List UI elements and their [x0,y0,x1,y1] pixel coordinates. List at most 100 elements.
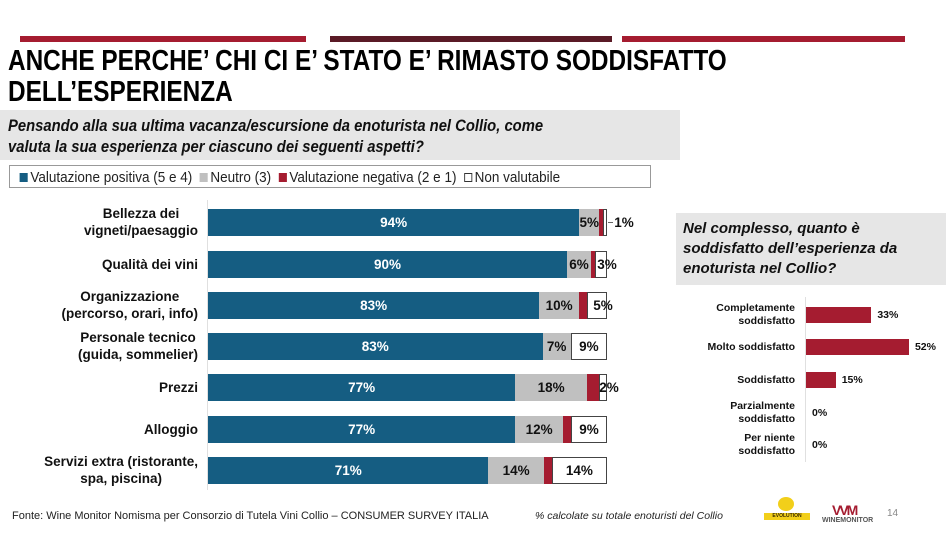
satisfaction-value: 52% [914,341,936,353]
category-label-line: Per niente [744,432,795,444]
question-line-2: valuta la sua esperienza per ciascuno de… [8,137,424,156]
row-label-line: (guida, sommelier) [77,347,198,362]
bar-segment-neutral [542,332,571,360]
data-label-positive: 94% [380,214,408,230]
category-label-line: soddisfatto [738,413,795,425]
legend-swatch-not-rated [463,173,472,182]
data-label-neutral: 10% [545,297,573,313]
bar-segment-not-rated [595,250,607,278]
category-label: Completamente soddisfatto [716,302,795,328]
question-line-1: Pensando alla sua ultima vacanza/escursi… [8,116,544,135]
row-label-line: Prezzi [158,379,198,395]
row-label-line: Bellezza dei [102,206,180,221]
data-label-neutral: 7% [546,338,567,354]
satisfaction-value: 0% [812,407,828,419]
data-label-positive: 77% [348,421,376,437]
bar-segment-neutral [567,250,592,278]
row-label-line: Servizi extra (ristorante, [44,454,198,469]
legend-label-not-rated: Non valutabile [474,169,561,186]
bar-segment-neutral [515,415,564,443]
satisfaction-bar [806,307,872,323]
row-label: Alloggio [144,421,198,438]
data-label-not-rated: 5% [593,297,613,313]
bar-segment-not-rated [571,415,607,443]
category-label-line: Completamente [716,302,795,314]
category-label-line: soddisfatto [738,445,795,457]
category-label: Per niente soddisfatto [738,432,795,458]
title-line-2: DELL’ESPERIENZA [8,76,233,108]
satisfaction-bar [806,339,909,355]
bar-segment-positive [208,373,516,401]
data-label-not-rated: 2% [599,379,619,395]
bar-segment-positive [208,456,489,484]
data-label-positive: 83% [361,338,389,354]
page-title: ANCHE PERCHE’ CHI CI E’ STATO E’ RIMASTO… [8,46,727,108]
bar-segment-neutral [579,208,600,236]
row-label: Organizzazione (percorso, orari, info) [61,288,198,322]
satisfaction-value: 33% [877,309,899,321]
leader-line [608,222,613,223]
overall-question: Nel complesso, quanto è soddisfatto dell… [683,219,897,279]
bar-segment-not-rated [587,291,607,319]
evolution-logo: EVOLUTION [764,497,810,527]
category-label: Parzialmente soddisfatto [730,400,795,426]
satisfaction-value: 0% [812,439,828,451]
legend-swatch-neutral [199,173,208,182]
overall-axis-line [805,297,806,462]
data-label-not-rated: 14% [565,462,593,478]
data-label-positive: 71% [334,462,362,478]
bar-segment-negative [563,415,572,443]
category-label: Soddisfatto [737,374,795,387]
data-label-positive: 90% [374,256,402,272]
bar-segment-positive [208,208,580,236]
bar-segment-neutral [515,373,588,401]
decor-bar-middle [330,36,612,42]
row-label: Prezzi [159,379,198,396]
data-label-neutral: 18% [537,379,565,395]
category-label: Molto soddisfatto [708,341,796,354]
bar-segment-neutral [539,291,580,319]
bar-segment-negative [587,373,600,401]
legend-label-positive: Valutazione positiva (5 e 4) [30,169,193,186]
overall-question-line-3: enoturista nel Collio? [683,260,837,277]
row-label-line: spa, piscina) [80,471,162,486]
row-label-line: Alloggio [144,421,198,437]
bar-segment-positive [208,250,568,278]
row-label-line: (percorso, orari, info) [61,306,198,321]
data-label-positive: 77% [348,379,376,395]
bar-segment-not-rated [551,456,607,484]
row-label: Personale tecnico (guida, sommelier) [78,329,198,363]
question-box [0,110,680,160]
axis-line [207,200,208,490]
data-label-not-rated: 3% [597,256,617,272]
data-label-not-rated: 9% [579,338,599,354]
legend-swatch-positive [19,173,28,182]
satisfaction-bar [806,372,836,388]
overall-question-box [676,213,946,285]
bar-segment-positive [208,291,540,319]
bar-segment-negative [599,208,604,236]
source-note: Fonte: Wine Monitor Nomisma per Consorzi… [12,510,489,522]
bar-segment-not-rated [599,373,607,401]
data-label-positive: 83% [360,297,388,313]
bar-segment-negative [543,456,552,484]
row-label-line: Personale tecnico [80,330,196,345]
data-label-neutral: 6% [569,256,589,272]
data-label-not-rated: 9% [579,421,599,437]
bar-segment-neutral [488,456,544,484]
category-label-line: soddisfatto [738,315,795,327]
legend-label-negative: Valutazione negativa (2 e 1) [289,169,457,186]
row-label-line: Qualità dei vini [101,256,198,272]
bar-segment-positive [208,332,543,360]
title-line-1: ANCHE PERCHE’ CHI CI E’ STATO E’ RIMASTO… [8,45,727,77]
data-label-neutral: 5% [579,214,599,230]
winemonitor-logo: VVM WINEMONITOR [822,502,874,524]
legend: Valutazione positiva (5 e 4) Neutro (3) … [9,165,651,188]
legend-label-neutral: Neutro (3) [210,169,272,186]
row-label: Servizi extra (ristorante, spa, piscina) [44,453,198,487]
bar-segment-negative [591,250,596,278]
data-label-neutral: 12% [525,421,553,437]
data-label-neutral: 14% [502,462,530,478]
satisfaction-value: 15% [841,374,863,386]
